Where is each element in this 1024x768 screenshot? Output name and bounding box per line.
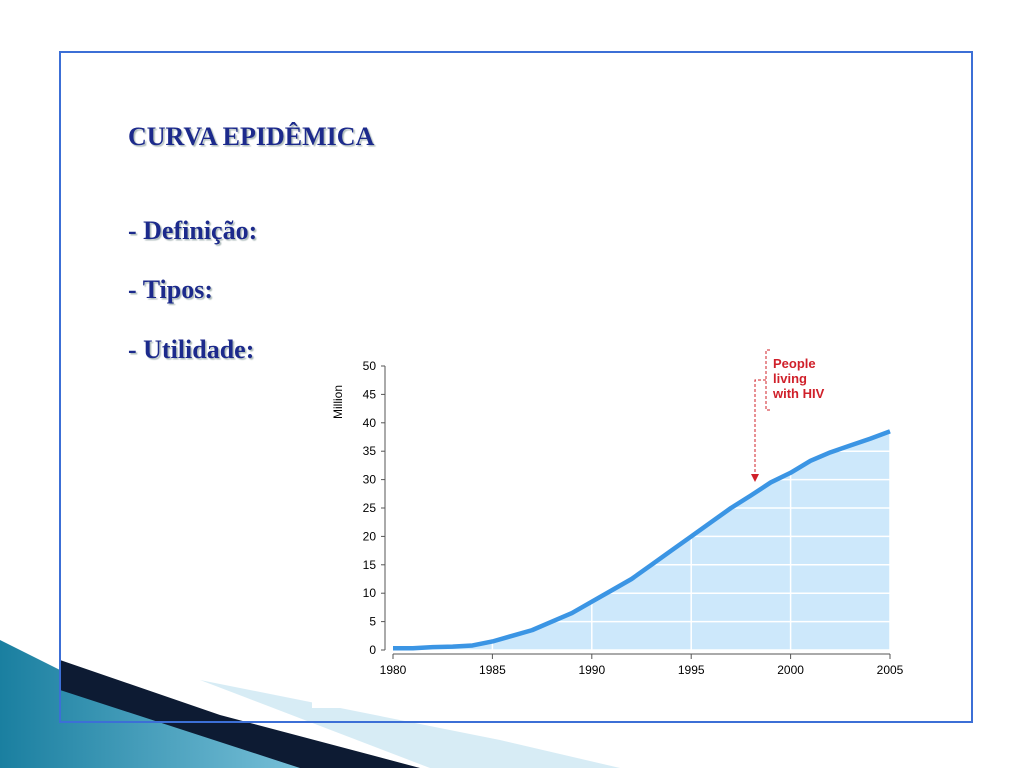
chart: 0 5 10 15 20 25 30 35 40 45 50 1980 1985 1990 1995 2000… — [331, 349, 904, 677]
x-tick-label: 2000 — [777, 663, 804, 677]
y-tick-label: 15 — [363, 558, 377, 572]
slide-title: CURVA EPIDÊMICA — [128, 122, 375, 151]
y-tick-label: 30 — [363, 473, 377, 487]
y-tick-label: 45 — [363, 387, 377, 401]
x-tick-label: 1995 — [678, 663, 705, 677]
bullet: - Tipos: — [128, 275, 213, 304]
decor-swoosh-dark — [60, 660, 420, 768]
y-tick-label: 40 — [363, 416, 377, 430]
decor-swoosh-light — [200, 680, 620, 768]
x-tick-label: 1985 — [479, 663, 506, 677]
y-tick-label: 20 — [363, 529, 377, 543]
y-tick-label: 25 — [363, 501, 377, 515]
y-tick-label: 50 — [363, 359, 377, 373]
y-tick-label: 5 — [369, 615, 376, 629]
x-tick-label: 2005 — [877, 663, 904, 677]
y-tick-label: 0 — [369, 643, 376, 657]
x-tick-label: 1990 — [578, 663, 605, 677]
slide-border — [59, 51, 973, 723]
annotation: living — [773, 371, 807, 386]
x-tick-label: 1980 — [380, 663, 407, 677]
bullet: - Utilidade: — [128, 335, 254, 364]
y-tick-label: 35 — [363, 444, 377, 458]
decor-swoosh — [0, 640, 380, 768]
annotation-arrow — [751, 474, 759, 482]
annotation: People — [773, 356, 816, 371]
bullet: - Definição: — [128, 216, 257, 245]
annotation: with HIV — [772, 386, 825, 401]
y-axis-label: Million — [331, 385, 345, 419]
line — [393, 429, 891, 651]
annotation-bracket — [754, 349, 770, 478]
y-tick-label: 10 — [363, 586, 377, 600]
